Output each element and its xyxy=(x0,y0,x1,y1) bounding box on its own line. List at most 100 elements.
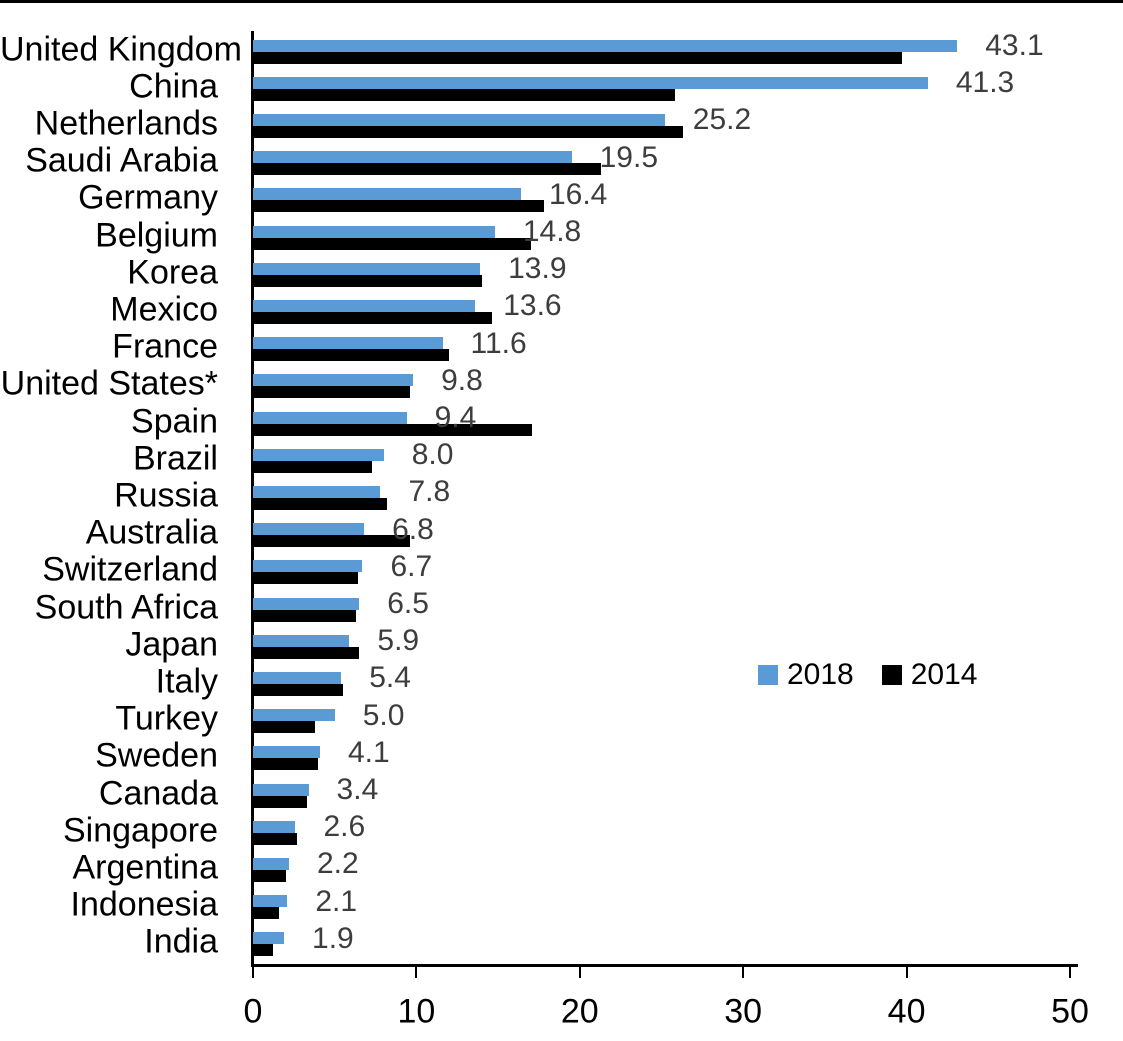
bar-2014 xyxy=(253,869,286,882)
value-label: 6.8 xyxy=(392,512,434,546)
category-label: Belgium xyxy=(95,216,218,254)
bar-2018 xyxy=(253,262,481,275)
bar-2018 xyxy=(253,932,285,945)
top-border-rule xyxy=(0,0,1123,3)
bar-2018 xyxy=(253,523,365,536)
value-label: 41.3 xyxy=(955,66,1015,100)
value-label: 9.8 xyxy=(441,363,483,397)
bar-2018 xyxy=(253,225,495,238)
value-label: 43.1 xyxy=(985,29,1044,62)
x-tick-label: 10 xyxy=(397,992,436,1031)
category-label: Germany xyxy=(78,178,218,217)
value-label: 8.0 xyxy=(411,438,454,472)
bar-2018 xyxy=(253,895,288,908)
category-label: Australia xyxy=(85,513,218,552)
x-tick xyxy=(578,967,581,978)
bar-2014 xyxy=(253,832,298,845)
category-label: Singapore xyxy=(62,811,218,850)
value-label: 13.6 xyxy=(503,289,562,323)
bar-2018 xyxy=(253,411,407,424)
y-axis-line xyxy=(251,31,254,967)
bar-2018 xyxy=(253,783,309,796)
legend-swatch-2014 xyxy=(881,665,902,685)
value-label: 2.1 xyxy=(315,884,358,918)
bar-2018 xyxy=(253,485,381,498)
x-tick-label: 30 xyxy=(724,992,763,1031)
bar-2018 xyxy=(253,39,958,52)
category-label: Japan xyxy=(125,625,218,664)
legend-label-2014: 2014 xyxy=(910,658,978,691)
bar-2014 xyxy=(253,907,280,920)
value-label: 19.5 xyxy=(599,140,659,174)
bar-2018 xyxy=(253,337,443,350)
category-label: United States* xyxy=(0,364,218,403)
x-tick xyxy=(742,967,745,978)
category-label: Russia xyxy=(114,476,218,515)
value-label: 6.7 xyxy=(390,549,433,583)
value-label: 3.4 xyxy=(336,773,379,806)
bar-2014 xyxy=(253,460,373,473)
bar-2014 xyxy=(253,795,307,808)
x-tick-label: 50 xyxy=(1051,992,1089,1031)
bar-2018 xyxy=(253,151,572,164)
category-label: Argentina xyxy=(72,848,218,887)
x-tick xyxy=(905,967,908,978)
category-label: Brazil xyxy=(132,439,218,478)
category-label: Indonesia xyxy=(70,885,218,924)
bar-2014 xyxy=(253,721,316,734)
bar-2018 xyxy=(253,113,665,126)
bar-2014 xyxy=(253,200,544,213)
category-label: South Africa xyxy=(34,588,218,626)
bar-2018 xyxy=(253,820,296,833)
bar-2014 xyxy=(253,51,902,64)
bar-2014 xyxy=(253,423,533,436)
x-tick-label: 40 xyxy=(887,992,926,1031)
value-label: 2.6 xyxy=(323,810,366,844)
bar-2014 xyxy=(253,311,492,324)
value-label: 5.0 xyxy=(362,698,405,732)
bar-2018 xyxy=(253,746,320,759)
bar-2018 xyxy=(253,709,335,722)
value-label: 11.6 xyxy=(470,326,527,360)
bar-2018 xyxy=(253,374,414,387)
bar-2014 xyxy=(253,163,602,176)
bar-2014 xyxy=(253,497,387,510)
bar-2018 xyxy=(253,560,363,573)
category-label: China xyxy=(129,67,218,106)
bar-2014 xyxy=(253,386,410,399)
value-label: 7.8 xyxy=(408,475,451,509)
bar-2014 xyxy=(253,683,343,696)
value-label: 25.2 xyxy=(692,103,752,137)
bar-2014 xyxy=(253,646,360,659)
bar-2014 xyxy=(253,237,531,250)
x-axis-line xyxy=(251,964,1078,967)
bar-2018 xyxy=(253,188,521,201)
bar-2018 xyxy=(253,448,384,461)
bar-2018 xyxy=(253,597,360,610)
category-label: Spain xyxy=(131,402,218,440)
value-label: 14.8 xyxy=(522,215,582,248)
x-tick xyxy=(1069,967,1071,978)
bar-2014 xyxy=(253,758,319,771)
value-label: 1.9 xyxy=(312,921,354,955)
category-label: France xyxy=(112,327,218,366)
value-label: 5.9 xyxy=(377,624,420,658)
bar-2014 xyxy=(253,349,450,362)
category-label: United Kingdom xyxy=(0,30,242,68)
value-label: 16.4 xyxy=(548,177,608,211)
x-tick-label: 0 xyxy=(243,992,263,1031)
bar-2014 xyxy=(253,535,410,548)
legend-label-2018: 2018 xyxy=(787,658,854,691)
category-label: Canada xyxy=(98,774,218,812)
category-label: Mexico xyxy=(110,290,218,329)
category-label: Korea xyxy=(127,253,218,292)
bar-2018 xyxy=(253,634,350,647)
bar-2014 xyxy=(253,944,273,957)
category-label: Switzerland xyxy=(42,550,218,589)
value-label: 2.2 xyxy=(316,847,359,881)
chart-legend: 2018 2014 xyxy=(758,658,978,691)
category-label: India xyxy=(144,922,218,961)
category-label: Italy xyxy=(155,662,218,701)
bar-2018 xyxy=(253,76,928,89)
